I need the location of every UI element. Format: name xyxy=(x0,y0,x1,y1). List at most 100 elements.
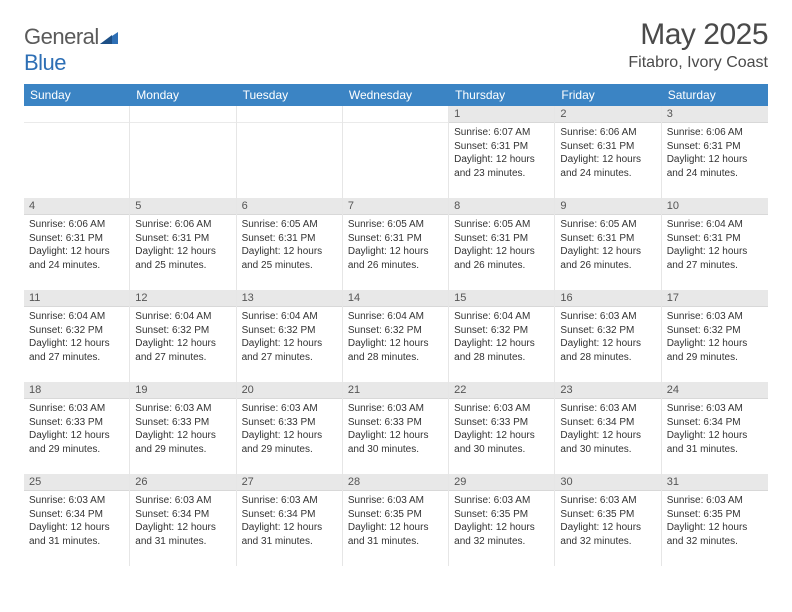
day-cell: 31Sunrise: 6:03 AMSunset: 6:35 PMDayligh… xyxy=(662,474,768,566)
daylight-text: Daylight: 12 hours and 26 minutes. xyxy=(348,245,443,272)
day-cell: 18Sunrise: 6:03 AMSunset: 6:33 PMDayligh… xyxy=(24,382,130,474)
sunset-text: Sunset: 6:31 PM xyxy=(454,140,549,154)
day-body: Sunrise: 6:03 AMSunset: 6:32 PMDaylight:… xyxy=(662,307,768,382)
sunrise-text: Sunrise: 6:05 AM xyxy=(454,218,549,232)
sunrise-text: Sunrise: 6:03 AM xyxy=(242,494,337,508)
daylight-text: Daylight: 12 hours and 29 minutes. xyxy=(29,429,124,456)
sunrise-text: Sunrise: 6:03 AM xyxy=(135,402,230,416)
day-cell: 1Sunrise: 6:07 AMSunset: 6:31 PMDaylight… xyxy=(449,106,555,198)
day-body: Sunrise: 6:03 AMSunset: 6:35 PMDaylight:… xyxy=(343,491,448,566)
day-body: Sunrise: 6:04 AMSunset: 6:32 PMDaylight:… xyxy=(24,307,129,382)
day-cell: 20Sunrise: 6:03 AMSunset: 6:33 PMDayligh… xyxy=(237,382,343,474)
day-body: Sunrise: 6:05 AMSunset: 6:31 PMDaylight:… xyxy=(237,215,342,290)
daylight-text: Daylight: 12 hours and 31 minutes. xyxy=(242,521,337,548)
brand-logo: GeneralBlue xyxy=(24,18,118,76)
day-number: 20 xyxy=(237,382,342,399)
sunset-text: Sunset: 6:31 PM xyxy=(135,232,230,246)
day-body: Sunrise: 6:04 AMSunset: 6:32 PMDaylight:… xyxy=(343,307,448,382)
sunset-text: Sunset: 6:34 PM xyxy=(242,508,337,522)
weekday-header: Thursday xyxy=(449,84,555,106)
day-cell: 4Sunrise: 6:06 AMSunset: 6:31 PMDaylight… xyxy=(24,198,130,290)
sunset-text: Sunset: 6:33 PM xyxy=(135,416,230,430)
day-body: Sunrise: 6:03 AMSunset: 6:33 PMDaylight:… xyxy=(237,399,342,474)
daylight-text: Daylight: 12 hours and 28 minutes. xyxy=(560,337,655,364)
brand-text: GeneralBlue xyxy=(24,24,118,76)
day-body: Sunrise: 6:05 AMSunset: 6:31 PMDaylight:… xyxy=(343,215,448,290)
sunset-text: Sunset: 6:32 PM xyxy=(560,324,655,338)
brand-part2: Blue xyxy=(24,50,66,75)
day-number: 10 xyxy=(662,198,768,215)
day-cell: 13Sunrise: 6:04 AMSunset: 6:32 PMDayligh… xyxy=(237,290,343,382)
day-body: Sunrise: 6:03 AMSunset: 6:33 PMDaylight:… xyxy=(24,399,129,474)
day-number: 30 xyxy=(555,474,660,491)
day-body xyxy=(130,123,235,198)
sunrise-text: Sunrise: 6:06 AM xyxy=(135,218,230,232)
day-body xyxy=(24,123,129,198)
sunset-text: Sunset: 6:32 PM xyxy=(135,324,230,338)
day-number: 31 xyxy=(662,474,768,491)
sunset-text: Sunset: 6:32 PM xyxy=(242,324,337,338)
day-body: Sunrise: 6:07 AMSunset: 6:31 PMDaylight:… xyxy=(449,123,554,198)
daylight-text: Daylight: 12 hours and 28 minutes. xyxy=(348,337,443,364)
day-number: 11 xyxy=(24,290,129,307)
location-label: Fitabro, Ivory Coast xyxy=(628,54,768,72)
day-cell: 22Sunrise: 6:03 AMSunset: 6:33 PMDayligh… xyxy=(449,382,555,474)
sunset-text: Sunset: 6:31 PM xyxy=(29,232,124,246)
day-cell: 26Sunrise: 6:03 AMSunset: 6:34 PMDayligh… xyxy=(130,474,236,566)
day-number: 29 xyxy=(449,474,554,491)
sunset-text: Sunset: 6:33 PM xyxy=(242,416,337,430)
sunrise-text: Sunrise: 6:03 AM xyxy=(242,402,337,416)
day-number: 3 xyxy=(662,106,768,123)
daylight-text: Daylight: 12 hours and 31 minutes. xyxy=(348,521,443,548)
day-body: Sunrise: 6:06 AMSunset: 6:31 PMDaylight:… xyxy=(24,215,129,290)
day-body xyxy=(343,123,448,198)
daylight-text: Daylight: 12 hours and 29 minutes. xyxy=(242,429,337,456)
day-number: 18 xyxy=(24,382,129,399)
sunset-text: Sunset: 6:31 PM xyxy=(242,232,337,246)
day-body: Sunrise: 6:05 AMSunset: 6:31 PMDaylight:… xyxy=(555,215,660,290)
day-number: 19 xyxy=(130,382,235,399)
day-number: 6 xyxy=(237,198,342,215)
day-cell: 16Sunrise: 6:03 AMSunset: 6:32 PMDayligh… xyxy=(555,290,661,382)
day-number: 26 xyxy=(130,474,235,491)
sunrise-text: Sunrise: 6:04 AM xyxy=(135,310,230,324)
day-number: 16 xyxy=(555,290,660,307)
day-number: 23 xyxy=(555,382,660,399)
weekday-header: Monday xyxy=(130,84,236,106)
daylight-text: Daylight: 12 hours and 31 minutes. xyxy=(29,521,124,548)
weekday-header-row: SundayMondayTuesdayWednesdayThursdayFrid… xyxy=(24,84,768,106)
day-body: Sunrise: 6:03 AMSunset: 6:35 PMDaylight:… xyxy=(449,491,554,566)
daylight-text: Daylight: 12 hours and 28 minutes. xyxy=(454,337,549,364)
sunset-text: Sunset: 6:31 PM xyxy=(560,232,655,246)
day-cell: 17Sunrise: 6:03 AMSunset: 6:32 PMDayligh… xyxy=(662,290,768,382)
day-number xyxy=(237,106,342,123)
sunset-text: Sunset: 6:32 PM xyxy=(348,324,443,338)
sunset-text: Sunset: 6:35 PM xyxy=(348,508,443,522)
day-cell: 28Sunrise: 6:03 AMSunset: 6:35 PMDayligh… xyxy=(343,474,449,566)
sunrise-text: Sunrise: 6:07 AM xyxy=(454,126,549,140)
day-number xyxy=(343,106,448,123)
day-body: Sunrise: 6:03 AMSunset: 6:34 PMDaylight:… xyxy=(237,491,342,566)
day-cell xyxy=(343,106,449,198)
sunset-text: Sunset: 6:31 PM xyxy=(454,232,549,246)
sunset-text: Sunset: 6:32 PM xyxy=(667,324,763,338)
daylight-text: Daylight: 12 hours and 24 minutes. xyxy=(29,245,124,272)
day-body: Sunrise: 6:04 AMSunset: 6:32 PMDaylight:… xyxy=(237,307,342,382)
sunset-text: Sunset: 6:34 PM xyxy=(29,508,124,522)
daylight-text: Daylight: 12 hours and 32 minutes. xyxy=(560,521,655,548)
daylight-text: Daylight: 12 hours and 23 minutes. xyxy=(454,153,549,180)
day-number xyxy=(24,106,129,123)
day-number: 14 xyxy=(343,290,448,307)
daylight-text: Daylight: 12 hours and 30 minutes. xyxy=(454,429,549,456)
sunrise-text: Sunrise: 6:05 AM xyxy=(560,218,655,232)
day-number: 12 xyxy=(130,290,235,307)
day-body: Sunrise: 6:06 AMSunset: 6:31 PMDaylight:… xyxy=(555,123,660,198)
day-number: 15 xyxy=(449,290,554,307)
sunset-text: Sunset: 6:33 PM xyxy=(454,416,549,430)
day-cell: 9Sunrise: 6:05 AMSunset: 6:31 PMDaylight… xyxy=(555,198,661,290)
day-body xyxy=(237,123,342,198)
weekday-header: Tuesday xyxy=(237,84,343,106)
daylight-text: Daylight: 12 hours and 31 minutes. xyxy=(135,521,230,548)
calendar-grid: SundayMondayTuesdayWednesdayThursdayFrid… xyxy=(24,84,768,566)
day-cell: 19Sunrise: 6:03 AMSunset: 6:33 PMDayligh… xyxy=(130,382,236,474)
